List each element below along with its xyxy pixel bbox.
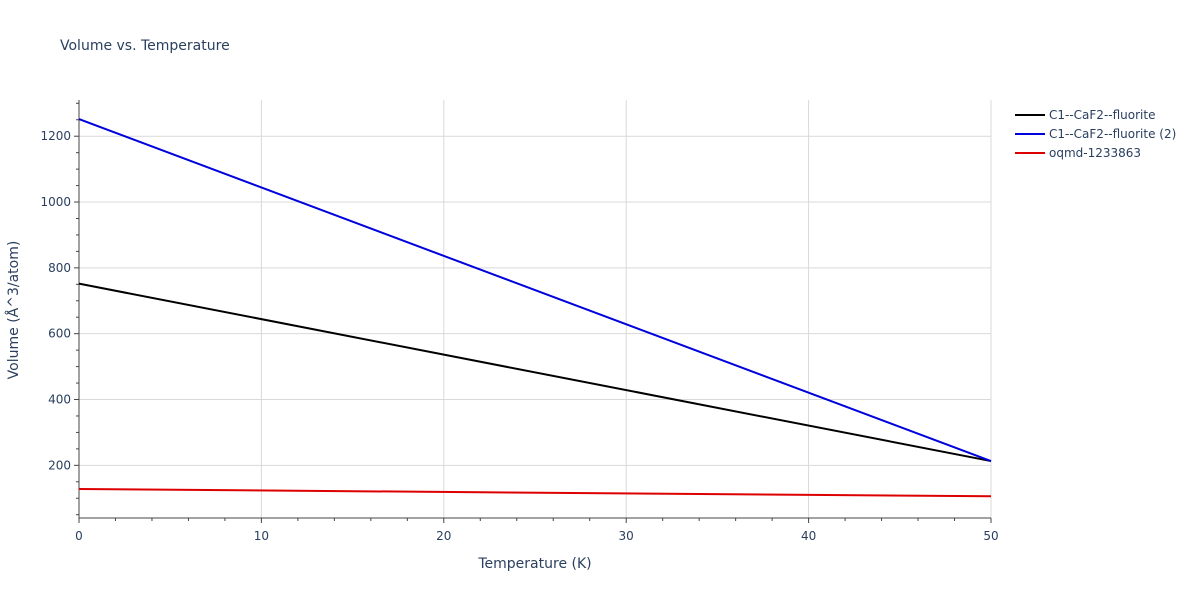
x-tick-label: 30 bbox=[619, 529, 634, 543]
y-tick-label: 200 bbox=[48, 458, 71, 472]
legend-item-3[interactable]: oqmd-1233863 bbox=[1015, 146, 1141, 160]
y-axis-title: Volume (Å^3/atom) bbox=[5, 241, 22, 380]
legend-item-2[interactable]: C1--CaF2--fluorite (2) bbox=[1015, 127, 1176, 141]
legend[interactable]: C1--CaF2--fluorite C1--CaF2--fluorite (2)… bbox=[1015, 108, 1176, 160]
x-axis-title: Temperature (K) bbox=[477, 556, 591, 572]
series-line-2 bbox=[78, 118, 992, 462]
series-line-3 bbox=[78, 488, 992, 498]
legend-item-1[interactable]: C1--CaF2--fluorite bbox=[1015, 108, 1155, 122]
legend-label: oqmd-1233863 bbox=[1049, 146, 1141, 160]
x-tick-label: 50 bbox=[983, 529, 998, 543]
x-tick-label: 0 bbox=[75, 529, 83, 543]
y-tick-label: 800 bbox=[48, 261, 71, 275]
chart-title: Volume vs. Temperature bbox=[60, 38, 230, 54]
x-tick-label: 40 bbox=[801, 529, 816, 543]
y-tick-label: 600 bbox=[48, 327, 71, 341]
series-lines bbox=[78, 118, 992, 498]
y-tick-label: 1200 bbox=[40, 129, 71, 143]
legend-label: C1--CaF2--fluorite (2) bbox=[1049, 127, 1176, 141]
series-line-1 bbox=[78, 282, 992, 463]
y-tick-label: 400 bbox=[48, 393, 71, 407]
grid bbox=[79, 100, 992, 518]
x-tick-label: 10 bbox=[254, 529, 269, 543]
y-tick-label: 1000 bbox=[40, 195, 71, 209]
legend-label: C1--CaF2--fluorite bbox=[1049, 108, 1155, 122]
axes: 0 10 20 30 40 50 200 400 600 800 1000 1200 bbox=[40, 100, 999, 543]
x-tick-label: 20 bbox=[436, 529, 451, 543]
